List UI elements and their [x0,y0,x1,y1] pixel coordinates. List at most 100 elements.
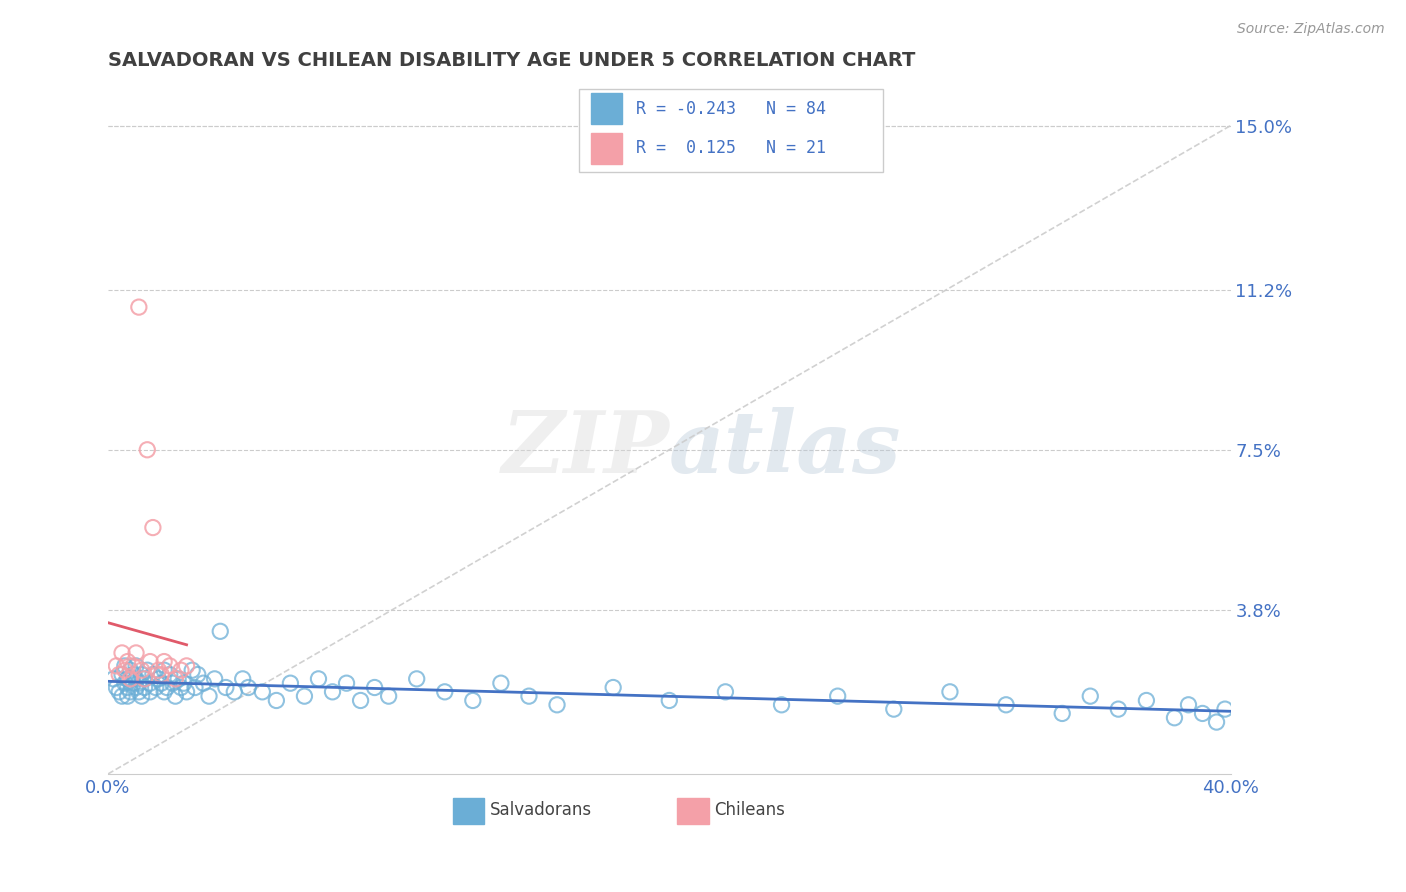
Point [153,663,176,677]
Point [108,667,131,681]
Point [114,676,136,690]
Point [198,689,221,703]
Point [114,659,136,673]
Point [128,676,150,690]
Point [125,646,148,660]
Point [349,693,371,707]
Point [658,693,681,707]
Point [1213,702,1236,716]
Point [187,667,209,681]
Point [602,681,624,695]
Point [1163,711,1185,725]
Point [131,667,153,681]
Point [238,681,260,695]
Point [136,442,159,457]
Point [142,520,165,534]
Point [153,685,176,699]
Point [433,685,456,699]
Point [181,663,204,677]
Point [117,655,139,669]
Point [142,667,165,681]
Point [111,667,134,681]
Point [108,685,131,699]
Point [1078,689,1101,703]
Point [1050,706,1073,721]
Point [1107,702,1129,716]
Point [111,689,134,703]
Point [103,672,125,686]
Point [176,659,198,673]
Point [770,698,793,712]
Point [128,685,150,699]
Point [120,663,142,677]
Point [120,685,142,699]
Point [377,689,399,703]
Point [405,672,427,686]
Point [162,676,184,690]
Point [461,693,484,707]
Point [827,689,849,703]
Point [173,676,195,690]
Point [134,672,156,686]
Point [517,689,540,703]
Point [170,663,193,677]
Point [1205,715,1227,730]
Bar [591,93,621,124]
Point [308,672,330,686]
Point [134,681,156,695]
Point [159,659,181,673]
Point [335,676,357,690]
Point [128,300,150,314]
Point [117,689,139,703]
Point [117,672,139,686]
Text: ZIP: ZIP [502,407,669,491]
Text: SALVADORAN VS CHILEAN DISABILITY AGE UNDER 5 CORRELATION CHART: SALVADORAN VS CHILEAN DISABILITY AGE UND… [108,51,915,70]
Bar [678,797,709,824]
Point [165,689,187,703]
Point [546,698,568,712]
Point [1135,693,1157,707]
Point [224,685,246,699]
Point [184,681,207,695]
Point [145,681,167,695]
Point [136,663,159,677]
Point [122,676,145,690]
Point [131,663,153,677]
Point [122,659,145,673]
Point [159,667,181,681]
Point [294,689,316,703]
Point [165,672,187,686]
Point [204,672,226,686]
Point [995,698,1018,712]
Point [139,655,162,669]
Point [139,685,162,699]
Point [209,624,232,639]
Point [939,685,962,699]
Point [266,693,288,707]
Point [321,685,343,699]
Bar [579,89,883,172]
Point [105,681,128,695]
Point [232,672,254,686]
Point [105,659,128,673]
Point [125,659,148,673]
Point [363,681,385,695]
Point [156,681,179,695]
Point [150,667,173,681]
Point [120,672,142,686]
Bar [591,133,621,164]
Text: R = -0.243   N = 84: R = -0.243 N = 84 [636,100,825,118]
Point [153,655,176,669]
Point [139,676,162,690]
Point [1177,698,1199,712]
Text: Source: ZipAtlas.com: Source: ZipAtlas.com [1237,22,1385,37]
Point [193,676,215,690]
Point [111,646,134,660]
Point [714,685,737,699]
Point [883,702,905,716]
Point [176,685,198,699]
Text: Chileans: Chileans [714,801,785,819]
Point [148,672,170,686]
Point [1191,706,1213,721]
Point [122,667,145,681]
